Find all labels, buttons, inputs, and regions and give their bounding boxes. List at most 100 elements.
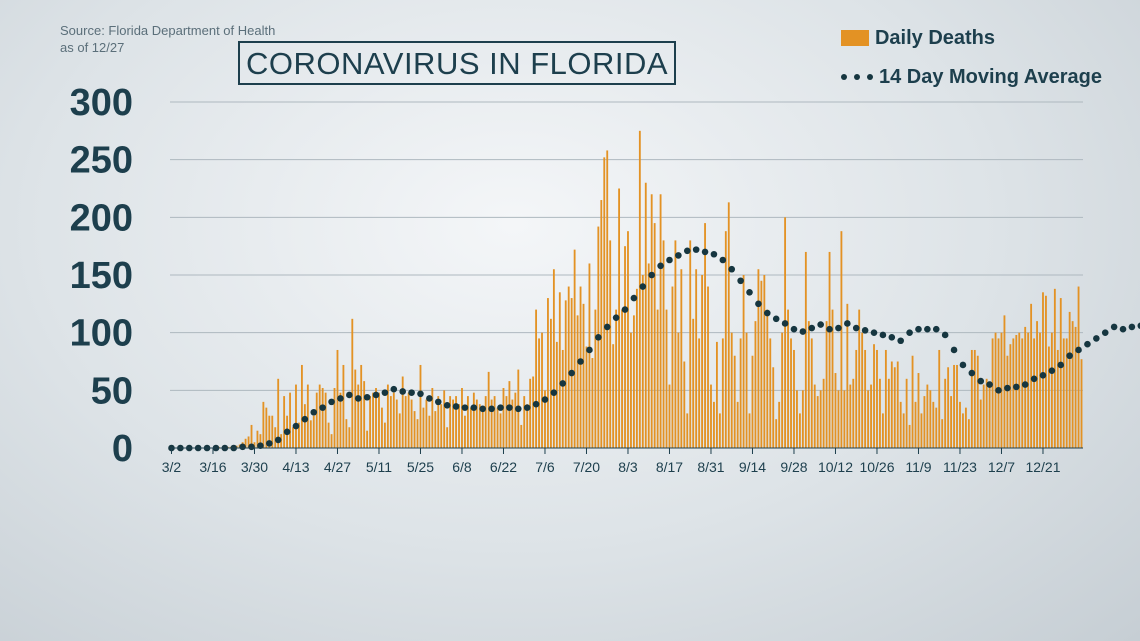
x-tick-label: 10/26 [859, 459, 894, 475]
bar [484, 396, 487, 448]
x-tick-label: 11/23 [943, 459, 977, 475]
moving-average-dot [443, 402, 451, 409]
bar [499, 413, 502, 448]
bar [407, 392, 410, 448]
bar [523, 396, 526, 448]
bar [1065, 338, 1068, 448]
bar [855, 349, 858, 448]
moving-average-dot [870, 329, 878, 336]
bar [1027, 332, 1030, 448]
moving-average-dot [844, 320, 851, 327]
bar [558, 292, 561, 448]
bar [828, 251, 831, 448]
bar [591, 358, 594, 448]
x-tick-label: 3/16 [199, 459, 226, 475]
moving-average-dot [1075, 346, 1082, 354]
bar [804, 251, 807, 448]
bar [858, 309, 861, 448]
moving-average-dot [755, 300, 762, 308]
bar [383, 422, 386, 448]
bar [1018, 332, 1021, 448]
bar [552, 269, 555, 448]
bar [440, 404, 443, 448]
bar [772, 367, 775, 448]
x-axis-ticks: 3/2 3/16 3/30 4/13 4/27 5/11 5/25 6/8 6/22 7/6 7/2… [162, 448, 1061, 475]
bar [810, 338, 813, 448]
bar [790, 338, 792, 448]
moving-average-dot [577, 358, 584, 365]
moving-average-dot [319, 404, 326, 411]
bar [1047, 346, 1050, 448]
bar [813, 384, 816, 448]
legend-label-daily-deaths: Daily Deaths [874, 26, 996, 49]
x-tick-label: 11/9 [905, 459, 931, 475]
moving-average-dot [986, 381, 993, 388]
moving-average-dot [515, 405, 522, 413]
bar [807, 321, 810, 448]
moving-average-dot [737, 277, 744, 285]
x-tick-label: 8/31 [697, 459, 724, 475]
y-tick-label: 250 [70, 140, 133, 182]
moving-average-dot [719, 256, 727, 264]
bar [360, 364, 363, 448]
bar [464, 415, 466, 448]
bar [259, 434, 262, 448]
moving-average-dot [612, 314, 620, 321]
bar [333, 388, 336, 448]
bar [493, 396, 496, 448]
moving-average-dot [630, 294, 638, 302]
bar [541, 332, 543, 448]
bar-swatch-icon [840, 30, 869, 46]
moving-average-dot [1101, 329, 1109, 336]
bar [896, 361, 899, 448]
bar [935, 407, 938, 448]
bar [751, 355, 754, 448]
moving-average-dot [292, 422, 300, 430]
bar [363, 381, 366, 448]
bar [615, 309, 618, 448]
bar [555, 341, 558, 448]
moving-average-dot [470, 404, 478, 411]
bar [680, 269, 683, 448]
bar [917, 373, 920, 448]
moving-average-dot [248, 443, 255, 451]
bar [846, 303, 849, 448]
x-tick-label: 8/3 [618, 459, 638, 475]
moving-average-dot [861, 327, 869, 334]
bar [306, 384, 309, 448]
x-tick-label: 5/11 [366, 459, 392, 475]
moving-average-dot [826, 325, 833, 333]
legend-item-moving-average: 14 Day Moving Average [840, 65, 1102, 89]
moving-average-dot [1119, 325, 1127, 333]
moving-average-dot [372, 391, 380, 399]
bar [929, 390, 932, 448]
bar [256, 430, 259, 448]
bar [579, 286, 582, 448]
bar [496, 407, 499, 448]
bar [701, 275, 704, 448]
bar [253, 442, 256, 448]
bar [908, 424, 911, 448]
bar [478, 404, 481, 448]
bar [449, 396, 452, 448]
bar [947, 367, 950, 448]
bar [452, 399, 455, 448]
bar [520, 424, 523, 448]
bar [392, 392, 395, 448]
moving-average-dot [968, 369, 976, 377]
bar [404, 396, 407, 448]
bar [357, 384, 360, 448]
bar [567, 286, 570, 448]
bar [624, 246, 626, 448]
moving-average-dot [417, 390, 424, 398]
legend-item-daily-deaths: Daily Deaths [840, 26, 1102, 50]
bar [668, 384, 671, 448]
moving-average-dot [1137, 322, 1140, 329]
bar [724, 231, 727, 448]
moving-average-dot [479, 405, 487, 413]
bar [1045, 295, 1047, 448]
bar [677, 332, 680, 448]
bar [665, 309, 668, 448]
bar [386, 384, 389, 448]
moving-average-dot [434, 398, 442, 406]
